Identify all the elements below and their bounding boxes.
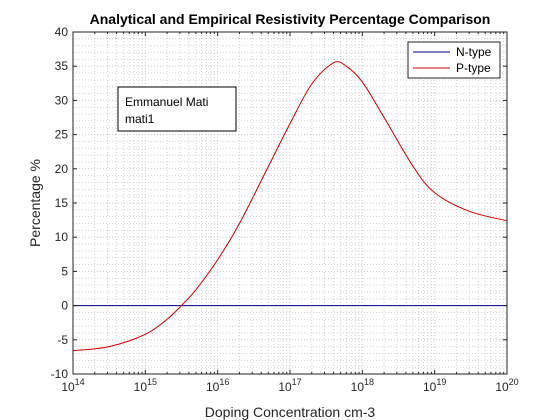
y-tick-label: 40 bbox=[55, 25, 69, 39]
y-tick-label: 30 bbox=[55, 93, 69, 107]
x-tick-label: 1017 bbox=[278, 377, 301, 394]
y-tick-label: -10 bbox=[51, 367, 69, 381]
y-tick-label: 15 bbox=[55, 196, 69, 210]
y-tick-label: 25 bbox=[55, 128, 69, 142]
legend-label-p-type: P-type bbox=[456, 61, 491, 75]
x-axis-label: Doping Concentration cm-3 bbox=[205, 404, 376, 420]
legend-frame bbox=[407, 41, 501, 79]
y-tick-label: 10 bbox=[55, 230, 69, 244]
x-tick-label: 1016 bbox=[206, 377, 229, 394]
x-tick-label: 1015 bbox=[134, 377, 157, 394]
x-tick-label: 1020 bbox=[495, 377, 518, 394]
annotation-line-1: Emmanuel Mati bbox=[125, 95, 208, 109]
series-lines bbox=[72, 61, 508, 352]
x-tick-label: 1014 bbox=[61, 377, 84, 394]
annotation-frame bbox=[117, 86, 237, 132]
x-tick-label: 1018 bbox=[351, 377, 374, 394]
y-tick-label: 35 bbox=[55, 59, 69, 73]
y-tick-label: 0 bbox=[61, 299, 68, 313]
chart-title: Analytical and Empirical Resistivity Per… bbox=[90, 11, 491, 27]
y-tick-label: 5 bbox=[61, 264, 68, 278]
legend: N-type P-type bbox=[407, 41, 501, 79]
annotation-line-2: mati1 bbox=[125, 112, 155, 126]
legend-label-n-type: N-type bbox=[456, 45, 492, 59]
y-axis-label: Percentage % bbox=[27, 159, 43, 247]
annotation-box: Emmanuel Mati mati1 bbox=[117, 86, 237, 132]
y-tick-label: 20 bbox=[55, 162, 69, 176]
y-tick-label: -5 bbox=[57, 333, 68, 347]
ticks: 1014 1015 1016 1017 1018 1019 1020-10-50510152… bbox=[51, 25, 519, 394]
x-tick-label: 1019 bbox=[423, 377, 446, 394]
series-line-p-type bbox=[72, 61, 508, 352]
